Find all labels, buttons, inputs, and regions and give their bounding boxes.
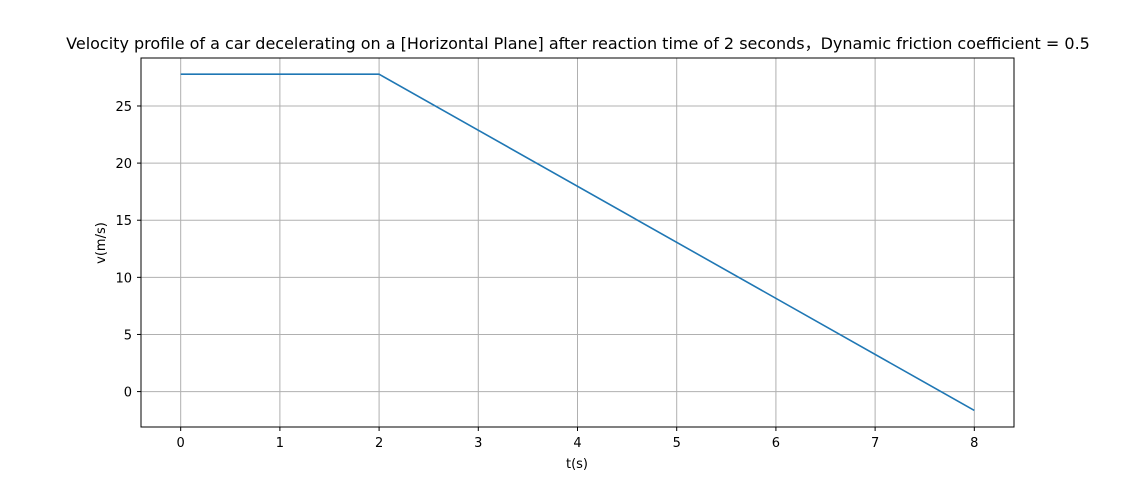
x-tick-label: 1 xyxy=(276,436,284,451)
chart-title: Velocity profile of a car decelerating o… xyxy=(66,34,1090,53)
y-tick-label: 10 xyxy=(115,271,132,286)
y-axis-label: v(m/s) xyxy=(94,222,109,264)
y-tick-label: 0 xyxy=(124,386,132,401)
x-tick-label: 4 xyxy=(573,436,581,451)
x-tick-label: 5 xyxy=(673,436,681,451)
y-tick-label: 15 xyxy=(115,214,132,229)
y-tick-label: 20 xyxy=(115,157,132,172)
x-tick-label: 3 xyxy=(474,436,482,451)
x-tick-label: 0 xyxy=(177,436,185,451)
x-tick-label: 8 xyxy=(970,436,978,451)
x-tick-label: 2 xyxy=(375,436,383,451)
x-tick-label: 7 xyxy=(871,436,879,451)
y-tick-label: 25 xyxy=(115,100,132,115)
series-layer xyxy=(180,73,975,412)
x-tick-label: 6 xyxy=(772,436,780,451)
grid-lines xyxy=(141,58,1014,427)
y-tick-label: 5 xyxy=(124,328,132,343)
axis-ticks: 0 1 2 3 4 5 6 7 8 0 5 10 15 20 25 xyxy=(115,100,978,451)
x-axis-label: t(s) xyxy=(566,457,588,472)
velocity-series-line xyxy=(180,73,975,412)
